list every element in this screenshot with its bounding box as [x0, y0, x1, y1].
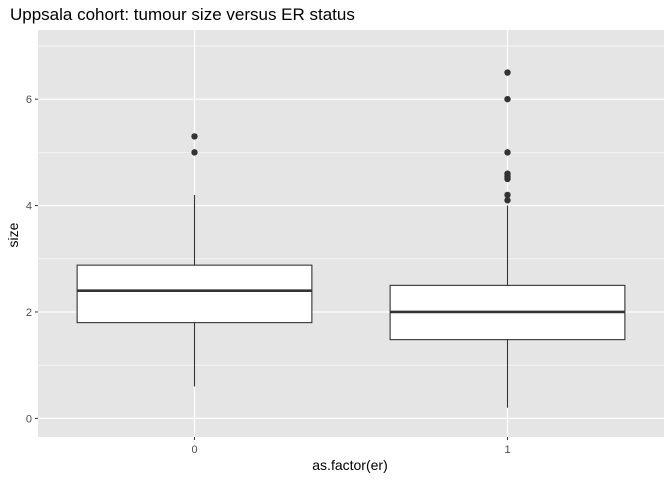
x-axis-title: as.factor(er) — [312, 457, 387, 473]
outlier-point — [191, 149, 198, 156]
box-group-0 — [76, 133, 313, 387]
y-tick-label: 2 — [26, 307, 32, 319]
y-axis-ticks: 0 2 4 6 — [26, 94, 38, 425]
outlier-point — [504, 69, 511, 76]
outlier-point — [504, 170, 511, 177]
y-tick-label: 6 — [26, 94, 32, 106]
x-tick-label: 0 — [191, 444, 197, 456]
box-iqr — [76, 264, 313, 324]
y-tick-label: 0 — [26, 413, 32, 425]
chart-title: Uppsala cohort: tumour size versus ER st… — [10, 5, 355, 24]
outlier-point — [504, 149, 511, 156]
minor-gridlines — [38, 45, 664, 366]
box-group-1 — [389, 69, 626, 408]
x-tick-label: 1 — [504, 444, 510, 456]
plot-panel — [38, 30, 664, 437]
outlier-point — [504, 191, 511, 199]
outlier-point — [504, 95, 511, 103]
outlier-point — [504, 197, 511, 204]
y-axis-title: size — [5, 222, 21, 247]
boxes-layer — [76, 69, 626, 408]
outlier-point — [191, 133, 198, 140]
y-tick-label: 4 — [26, 201, 32, 213]
